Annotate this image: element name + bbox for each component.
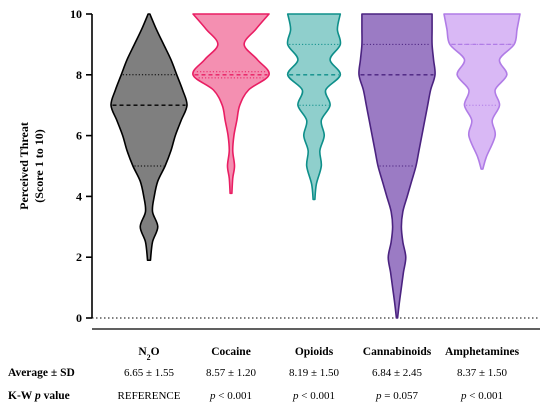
row-header-kw: K-W p value [8, 390, 70, 402]
category-label-amphetamines: Amphetamines [445, 346, 520, 358]
category-label-main: Cannabinoids [363, 346, 432, 358]
violin-cannabinoids [358, 13, 436, 319]
p-symbol: p [292, 390, 299, 402]
average-sd-amphetamines: 8.37 ± 1.50 [457, 367, 508, 379]
category-label-cannabinoids: Cannabinoids [363, 346, 432, 358]
y-axis-title-group: Perceived Threat (Score 1 to 10) [17, 122, 46, 210]
row-header-kw-prefix: K-W [8, 390, 35, 402]
y-tick-label: 4 [76, 189, 82, 203]
violin-cocaine [192, 13, 270, 195]
row-header-average: Average ± SD [8, 367, 75, 379]
category-label-subscript: 2 [147, 353, 151, 362]
average-sd-opioids: 8.19 ± 1.50 [289, 367, 340, 379]
p-symbol: p [209, 390, 216, 402]
p-symbol: p [375, 390, 382, 402]
p-value: < 0.001 [299, 390, 335, 402]
average-sd-n2o: 6.65 ± 1.55 [124, 367, 175, 379]
y-tick-label: 2 [76, 250, 82, 264]
y-tick-label: 10 [70, 7, 82, 21]
category-label-main: Opioids [295, 346, 334, 358]
y-tick-label: 6 [76, 129, 82, 143]
kw-p-value-cannabinoids: p = 0.057 [375, 390, 418, 402]
kw-p-value-amphetamines: p < 0.001 [460, 390, 503, 402]
p-value: = 0.057 [382, 390, 419, 402]
p-value: < 0.001 [216, 390, 252, 402]
category-label-main: Amphetamines [445, 346, 520, 358]
p-symbol: p [460, 390, 467, 402]
kw-p-value-opioids: p < 0.001 [292, 390, 335, 402]
row-header-kw-italic: p [34, 390, 41, 402]
row-header-kw-suffix: value [41, 390, 70, 402]
category-label-main: Cocaine [211, 346, 251, 358]
category-label-n2o: N2O [138, 346, 159, 362]
category-label-opioids: Opioids [295, 346, 334, 358]
violin-amphetamines [443, 13, 521, 170]
kw-p-value-cocaine: p < 0.001 [209, 390, 252, 402]
kw-p-value-n2o: REFERENCE [118, 390, 181, 402]
violin-opioids [286, 13, 342, 201]
category-label-main: N [138, 346, 147, 358]
y-tick-label: 0 [76, 311, 82, 325]
average-sd-cannabinoids: 6.84 ± 2.45 [372, 367, 423, 379]
y-axis-title-line2: (Score 1 to 10) [32, 129, 46, 202]
y-tick-label: 8 [76, 68, 82, 82]
category-label-cocaine: Cocaine [211, 346, 251, 358]
average-sd-cocaine: 8.57 ± 1.20 [206, 367, 257, 379]
p-value: < 0.001 [467, 390, 503, 402]
category-label-end: O [151, 346, 160, 358]
y-axis-title-line1: Perceived Threat [17, 122, 31, 210]
violin-n2o [110, 13, 188, 262]
